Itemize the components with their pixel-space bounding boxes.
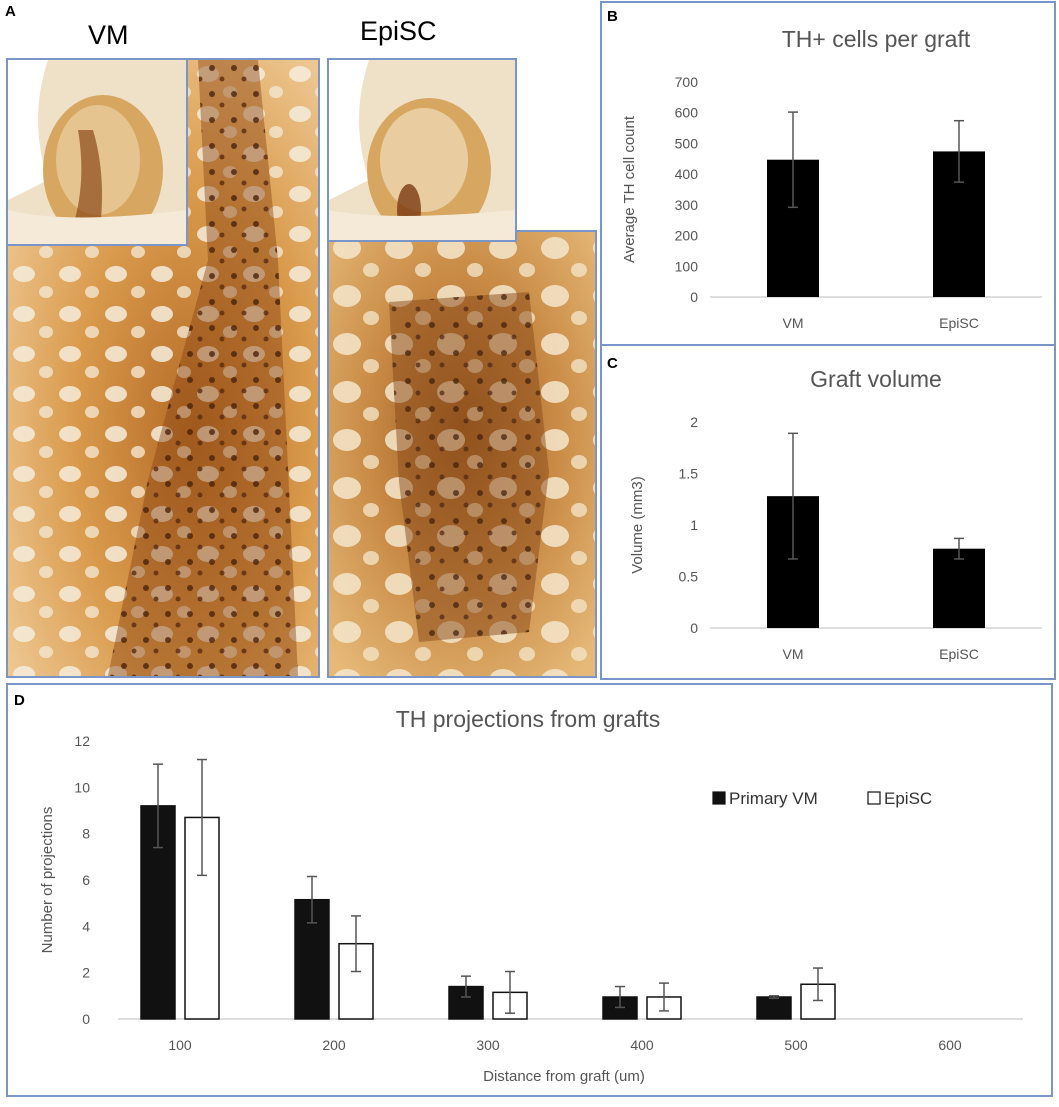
y-tick-label: 700 [675, 74, 699, 90]
y-tick-label: 300 [675, 197, 699, 213]
y-axis-label: Average TH cell count [621, 115, 638, 263]
panel-d-label: D [14, 692, 25, 709]
chart-title: TH projections from grafts [396, 706, 661, 732]
vm-inset [6, 58, 188, 246]
y-tick-label: 0.5 [679, 569, 699, 585]
bar-episc [933, 548, 985, 628]
x-tick-label: 400 [630, 1037, 654, 1053]
y-axis-label: Number of projections [39, 807, 56, 954]
legend-swatch-primary-vm [712, 791, 726, 805]
legend-swatch-episc [867, 791, 881, 805]
panel-c-label: C [607, 355, 618, 372]
episc-photo-title: EpiSC [360, 16, 437, 46]
y-tick-label: 12 [74, 733, 90, 749]
x-tick-label: VM [783, 646, 804, 662]
y-axis-label: Volume (mm3) [629, 476, 646, 574]
x-tick-label: VM [783, 315, 804, 331]
y-tick-label: 2 [82, 965, 90, 981]
th-projections-chart: TH projections from grafts Number of proj… [39, 706, 1023, 1085]
episc-inset [327, 58, 517, 242]
graft-volume-chart: Graft volume Volume (mm3) 0 0.5 1 1.5 2 VM EpiSC [629, 366, 1042, 662]
y-tick-label: 1 [690, 517, 698, 533]
th-cells-chart: TH+ cells per graft Average TH cell count… [621, 26, 1042, 331]
x-tick-label: 500 [784, 1037, 808, 1053]
y-tick-label: 4 [82, 918, 90, 934]
chart-title: TH+ cells per graft [782, 26, 971, 52]
y-tick-label: 400 [675, 166, 699, 182]
legend-label-primary-vm: Primary VM [729, 789, 818, 808]
x-tick-label: 300 [476, 1037, 500, 1053]
y-tick-label: 6 [82, 872, 90, 888]
bar-primary-vm-500 [756, 996, 792, 1020]
x-tick-label: 600 [938, 1037, 962, 1053]
y-tick-label: 10 [74, 779, 90, 795]
y-tick-label: 0 [82, 1011, 90, 1027]
y-tick-label: 0 [690, 289, 698, 305]
panel-a-label: A [5, 3, 16, 20]
vm-photo-title: VM [88, 20, 129, 50]
chart-title: Graft volume [810, 366, 942, 392]
x-tick-label: EpiSC [939, 646, 979, 662]
x-tick-label: EpiSC [939, 315, 979, 331]
y-tick-label: 100 [675, 258, 699, 274]
legend-label-episc: EpiSC [884, 789, 932, 808]
x-axis-label: Distance from graft (um) [483, 1068, 645, 1085]
episc-micrograph [327, 230, 597, 678]
panel-d-box [6, 683, 1053, 1097]
x-tick-label: 200 [322, 1037, 346, 1053]
y-tick-label: 0 [690, 620, 698, 636]
panel-b-label: B [607, 8, 618, 25]
y-tick-label: 8 [82, 826, 90, 842]
x-tick-label: 100 [168, 1037, 192, 1053]
y-tick-label: 600 [675, 105, 699, 121]
y-tick-label: 500 [675, 135, 699, 151]
y-tick-label: 2 [690, 414, 698, 430]
bar-primary-vm-300 [448, 985, 484, 1020]
y-tick-label: 1.5 [679, 466, 699, 482]
y-tick-label: 200 [675, 228, 699, 244]
